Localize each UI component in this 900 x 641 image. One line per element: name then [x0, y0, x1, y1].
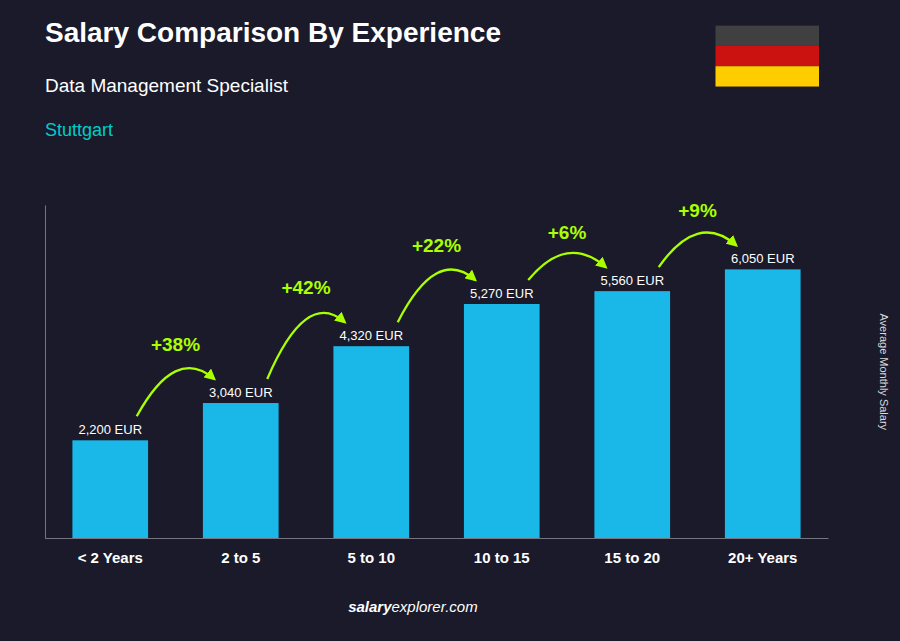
y-axis-line: [45, 206, 46, 539]
value-label: 6,050 EUR: [731, 251, 795, 266]
title: Salary Comparison By Experience: [45, 17, 501, 48]
plot: < 2 Years 2 to 5 5 to 10 10 to 15 15 to 20 20…: [46, 200, 829, 565]
x-tick: 5 to 10: [347, 538, 395, 566]
background: [0, 0, 900, 641]
bars: [72, 269, 800, 538]
change-label: +6%: [548, 222, 587, 243]
change-arrow: [267, 313, 345, 379]
flag-stripe: [716, 66, 820, 86]
x-axis: < 2 Years 2 to 5 5 to 10 10 to 15 15 to 20 20…: [46, 538, 829, 566]
x-tick: 10 to 15: [474, 538, 530, 566]
bar: [464, 304, 540, 538]
x-tick-label: 5 to 10: [347, 549, 395, 566]
x-tick: 15 to 20: [604, 538, 660, 566]
value-label: 4,320 EUR: [339, 328, 403, 343]
x-tick-label: 2 to 5: [221, 549, 260, 566]
value-label: 5,560 EUR: [600, 273, 664, 288]
x-tick: 2 to 5: [221, 538, 260, 566]
bar: [203, 403, 279, 538]
change-arrow: [528, 253, 606, 280]
watermark: salary: [348, 598, 392, 615]
x-tick: < 2 Years: [78, 538, 143, 566]
chart: Salary Comparison By Experience Data Mana…: [0, 0, 900, 641]
change-label: +38%: [151, 334, 200, 355]
value-label: 5,270 EUR: [470, 286, 534, 301]
value-label: 2,200 EUR: [78, 422, 142, 437]
subtitle: Data Management Specialist: [45, 75, 289, 96]
flag-stripe: [716, 26, 820, 46]
bar: [594, 291, 670, 538]
x-tick-label: 20+ Years: [728, 549, 797, 566]
watermark: explorer.com: [392, 598, 478, 615]
change-label: +22%: [412, 235, 461, 256]
x-axis-line: [46, 538, 829, 539]
y-axis: [45, 206, 46, 539]
bar: [333, 346, 409, 538]
x-tick: 20+ Years: [728, 538, 797, 566]
change-arrow: [659, 233, 737, 268]
x-tick-label: < 2 Years: [78, 549, 143, 566]
flag: [716, 26, 820, 87]
change-label: +9%: [678, 200, 717, 221]
x-tick-label: 10 to 15: [474, 549, 530, 566]
change-arrow: [398, 270, 476, 323]
change-arrow: [137, 368, 215, 416]
bar: [725, 269, 801, 538]
change-label: +42%: [281, 277, 330, 298]
city: Stuttgart: [45, 120, 113, 140]
bar: [72, 440, 148, 538]
flag-stripe: [716, 46, 820, 66]
x-tick-label: 15 to 20: [604, 549, 660, 566]
y-axis-title: Average Monthly Salary: [878, 313, 890, 430]
value-label: 3,040 EUR: [209, 385, 273, 400]
